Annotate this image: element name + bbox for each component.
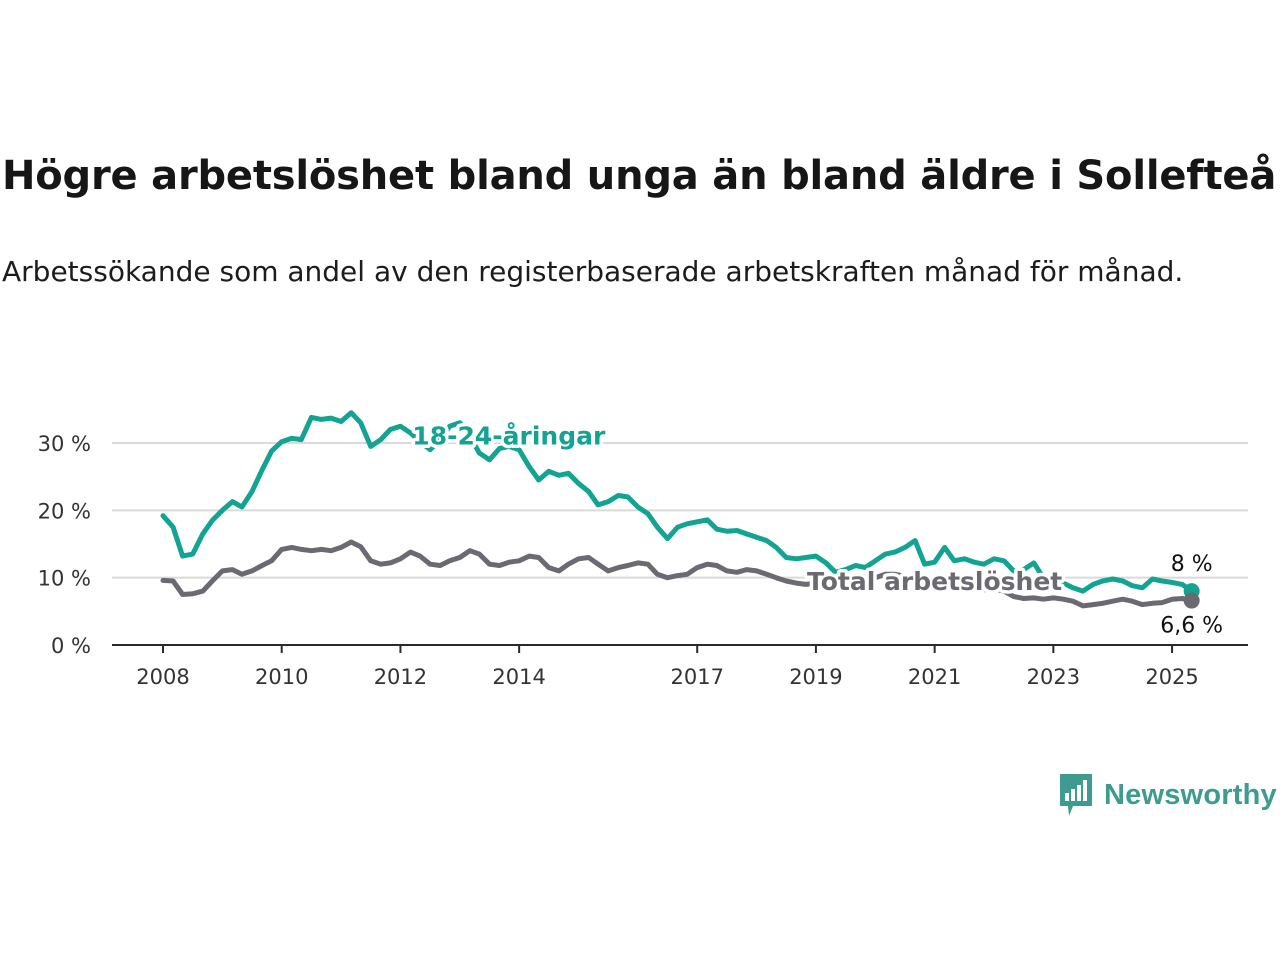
x-tick-label-4: 2017 <box>670 665 723 689</box>
page-title: Högre arbetslöshet bland unga än bland ä… <box>2 153 1277 199</box>
series-end-point-1 <box>1183 592 1200 609</box>
series-line-0 <box>160 410 1195 594</box>
x-tick-label-7: 2023 <box>1027 665 1080 689</box>
series-name-label-1: Total arbetslöshet <box>807 567 1062 596</box>
y-tick-label-2: 20 % <box>38 499 91 523</box>
page-subtitle: Arbetssökande som andel av den registerb… <box>2 255 1184 288</box>
x-tick-label-5: 2019 <box>789 665 842 689</box>
y-tick-label-1: 10 % <box>38 567 91 591</box>
grid-lines <box>112 442 1248 579</box>
x-tick-label-3: 2014 <box>492 665 545 689</box>
x-tick-label-2: 2012 <box>374 665 427 689</box>
series-line-1 <box>160 539 1195 609</box>
newsworthy-logo-icon <box>1060 774 1092 816</box>
newsworthy-brand[interactable]: Newsworthy <box>1058 772 1277 818</box>
x-tick-label-0: 2008 <box>136 665 189 689</box>
y-tick-label-3: 30 % <box>38 432 91 456</box>
series-end-value-label-0: 8 % <box>1171 552 1213 577</box>
series-lines <box>160 410 1200 609</box>
series-name-label-0: 18-24-åringar <box>412 421 606 450</box>
x-tick-label-8: 2025 <box>1145 665 1198 689</box>
series-labels: 18-24-åringar Total arbetslöshet 8 % 6,6 % <box>409 418 1226 641</box>
x-tick-label-6: 2021 <box>908 665 961 689</box>
y-tick-label-0: 0 % <box>51 634 91 658</box>
axes: 0 % 10 % 20 % 30 % 2008 2010 2012 2014 2017 2019 2… <box>38 432 1248 689</box>
series-end-value-label-1: 6,6 % <box>1160 614 1223 639</box>
brand-name: Newsworthy <box>1104 778 1277 811</box>
x-tick-label-1: 2010 <box>255 665 308 689</box>
